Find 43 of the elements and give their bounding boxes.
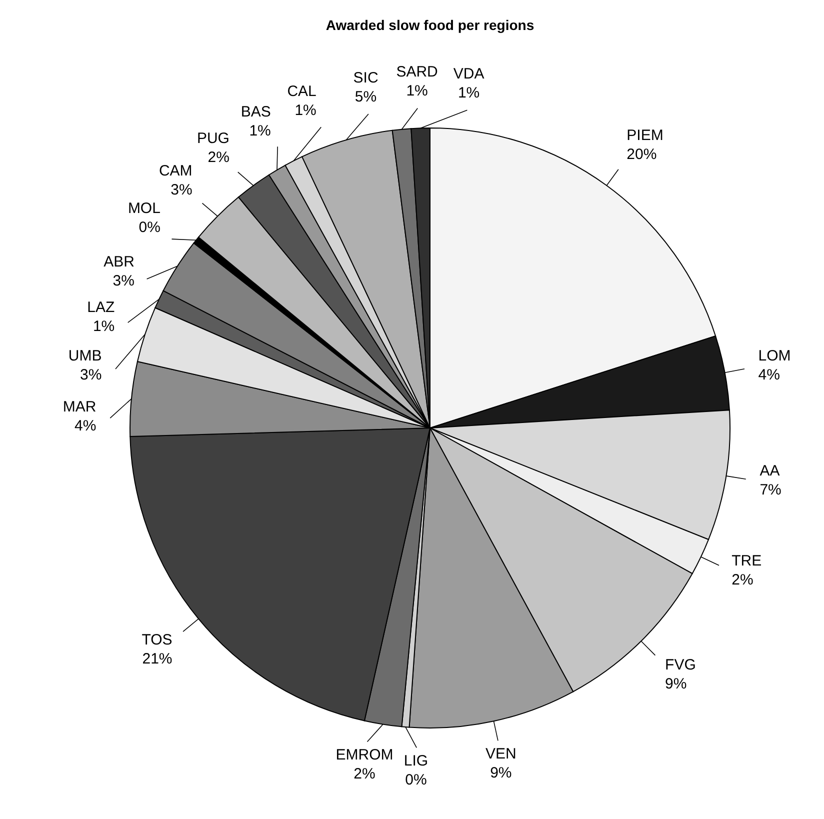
data-label: 2% xyxy=(208,148,230,166)
slice-label: ABR xyxy=(104,253,135,270)
data-label: 5% xyxy=(354,88,377,106)
slice-label: LAZ xyxy=(87,298,115,316)
data-label: 21% xyxy=(142,650,172,668)
data-label: 7% xyxy=(760,481,782,498)
data-label: 20% xyxy=(626,146,657,164)
data-label: 9% xyxy=(665,675,687,692)
data-label: 1% xyxy=(249,122,271,140)
slice-label: LOM xyxy=(758,347,791,364)
data-label: 3% xyxy=(80,366,102,384)
data-label: 1% xyxy=(92,318,115,335)
slice-label: TOS xyxy=(142,631,172,648)
slice-label: EMROM xyxy=(336,746,394,764)
data-label: 1% xyxy=(406,82,428,100)
slice-label: BAS xyxy=(240,103,271,120)
data-label: 3% xyxy=(112,272,134,290)
slice-label: UMB xyxy=(68,347,102,364)
data-label: 9% xyxy=(490,764,512,782)
data-label: 2% xyxy=(354,766,376,783)
data-label: 4% xyxy=(758,366,780,384)
slice-label: LIG xyxy=(404,752,428,770)
data-label: 2% xyxy=(732,571,754,588)
slice-label: CAM xyxy=(158,162,192,180)
slice-label: VDA xyxy=(453,65,484,82)
slice-label: MAR xyxy=(62,398,96,416)
chart-title: Awarded slow food per regions xyxy=(326,17,534,33)
slice-label: SIC xyxy=(353,69,378,86)
slice-label: AA xyxy=(760,462,780,480)
slice-label: PUG xyxy=(196,130,230,147)
data-label: 4% xyxy=(74,418,96,435)
data-label: 3% xyxy=(170,181,192,198)
data-label: 1% xyxy=(294,102,316,119)
slice-label: PIEM xyxy=(626,127,664,144)
slice-label: CAL xyxy=(287,82,316,100)
data-label: 1% xyxy=(458,84,480,102)
slice-label: VEN xyxy=(486,745,516,762)
data-label: 0% xyxy=(405,772,427,789)
slice-label: FVG xyxy=(665,656,696,674)
data-label: 0% xyxy=(138,218,160,236)
slice-label: SARD xyxy=(396,63,438,80)
slice-label: TRE xyxy=(732,552,762,570)
slice-label: MOL xyxy=(128,200,160,217)
